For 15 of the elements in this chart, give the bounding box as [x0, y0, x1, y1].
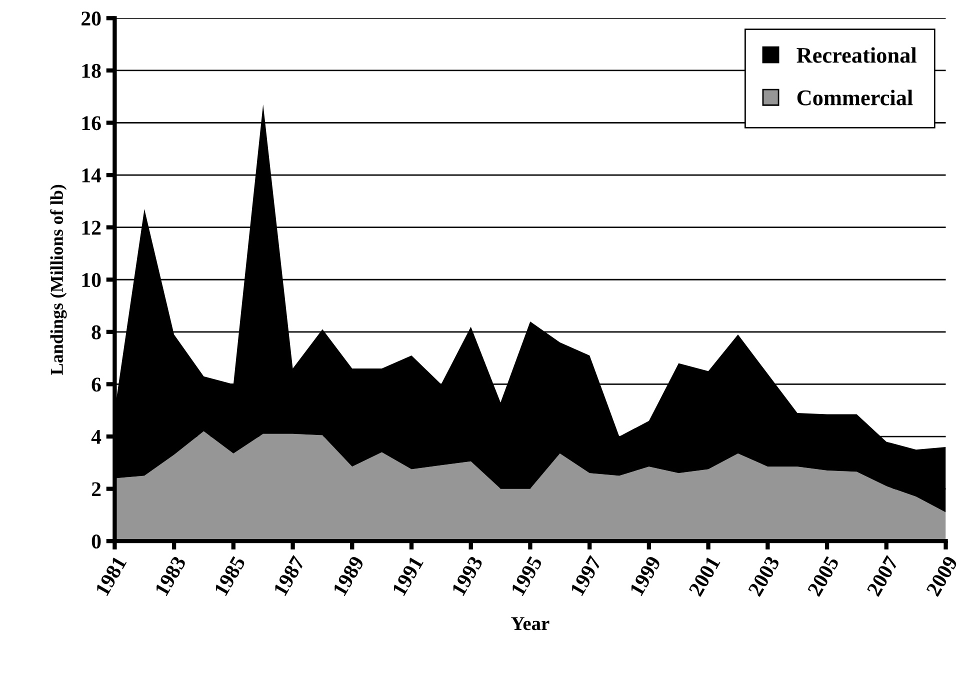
x-axis-title: Year [511, 617, 550, 630]
y-tick-label: 2 [92, 482, 101, 496]
y-tick-label: 18 [82, 64, 101, 78]
y-tick-label: 8 [92, 325, 101, 340]
legend-label: Recreational [796, 47, 916, 63]
legend-label: Commercial [797, 90, 913, 106]
y-tick-label: 14 [82, 168, 102, 182]
y-tick-label: 12 [82, 220, 101, 235]
y-tick-label: 20 [82, 12, 101, 26]
y-tick-label: 4 [91, 430, 102, 444]
y-axis-title: Landings (Millions of lb) [50, 184, 67, 375]
y-tick-label: 16 [82, 116, 101, 130]
y-tick-label: 10 [82, 273, 101, 288]
y-tick-label: 0 [92, 534, 101, 549]
y-tick-label: 6 [92, 378, 101, 392]
